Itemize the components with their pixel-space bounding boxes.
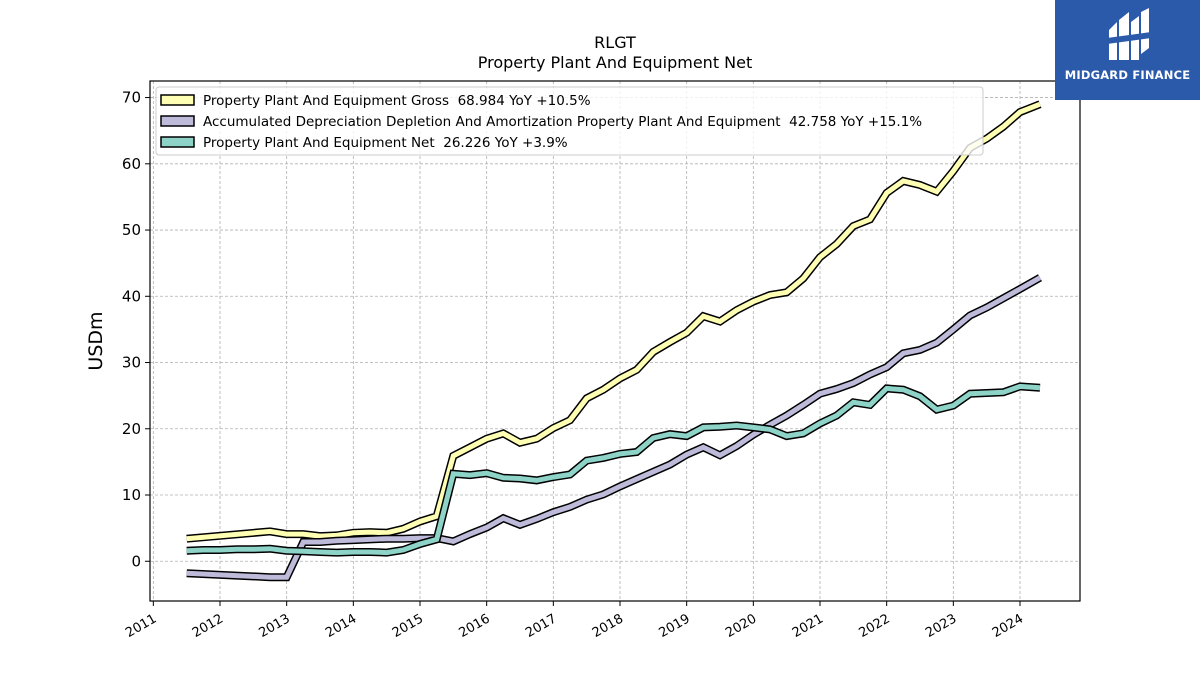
legend-box [155,86,984,156]
y-axis-label: USDm [85,311,107,370]
chart-subtitle: Property Plant And Equipment Net [478,53,753,72]
y-tick-label: 70 [122,89,141,107]
legend-label: Accumulated Depreciation Depletion And A… [203,114,922,130]
legend-label: Property Plant And Equipment Gross 68.98… [203,93,591,109]
x-tick-label: 2016 [457,611,493,641]
x-tick-label: 2020 [723,611,759,641]
x-tick-label: 2021 [790,611,826,641]
series-outline-0 [186,100,1042,543]
plot-frame [149,80,1081,602]
x-tick-label: 2012 [190,611,226,641]
series-line-1 [186,275,1042,580]
x-tick-label: 2018 [590,611,626,641]
midgard-logo-icon [1107,8,1151,60]
x-tick-label: 2013 [257,611,293,641]
x-tick-label: 2015 [390,611,426,641]
legend-swatch [160,115,195,127]
y-tick-label: 0 [131,552,141,570]
x-tick-label: 2022 [857,611,893,641]
x-tick-label: 2017 [523,611,559,641]
series-line-0 [186,101,1041,542]
x-tick-label: 2014 [323,611,359,641]
brand-logo: MIDGARD FINANCE [1055,0,1200,100]
x-tick-label: 2019 [657,611,693,641]
y-tick-label: 30 [122,354,141,372]
y-tick-label: 10 [122,486,141,504]
legend-swatch [160,94,195,106]
x-tick-label: 2023 [923,611,959,641]
y-tick-label: 60 [122,155,141,173]
legend-swatch [160,136,195,148]
y-tick-label: 50 [122,221,141,239]
legend-label: Property Plant And Equipment Net 26.226 … [203,135,568,151]
series-line-2 [186,383,1041,556]
logo-text: MIDGARD FINANCE [1064,68,1191,82]
x-tick-label: 2011 [123,611,159,641]
y-tick-label: 40 [122,287,141,305]
series-lines [186,100,1042,582]
x-tick-label: 2024 [990,611,1026,641]
grid [150,81,1080,601]
legend: Property Plant And Equipment Gross 68.98… [155,86,984,156]
y-tick-label: 20 [122,420,141,438]
chart-title: RLGT [594,33,636,52]
series-outline-2 [186,382,1041,557]
